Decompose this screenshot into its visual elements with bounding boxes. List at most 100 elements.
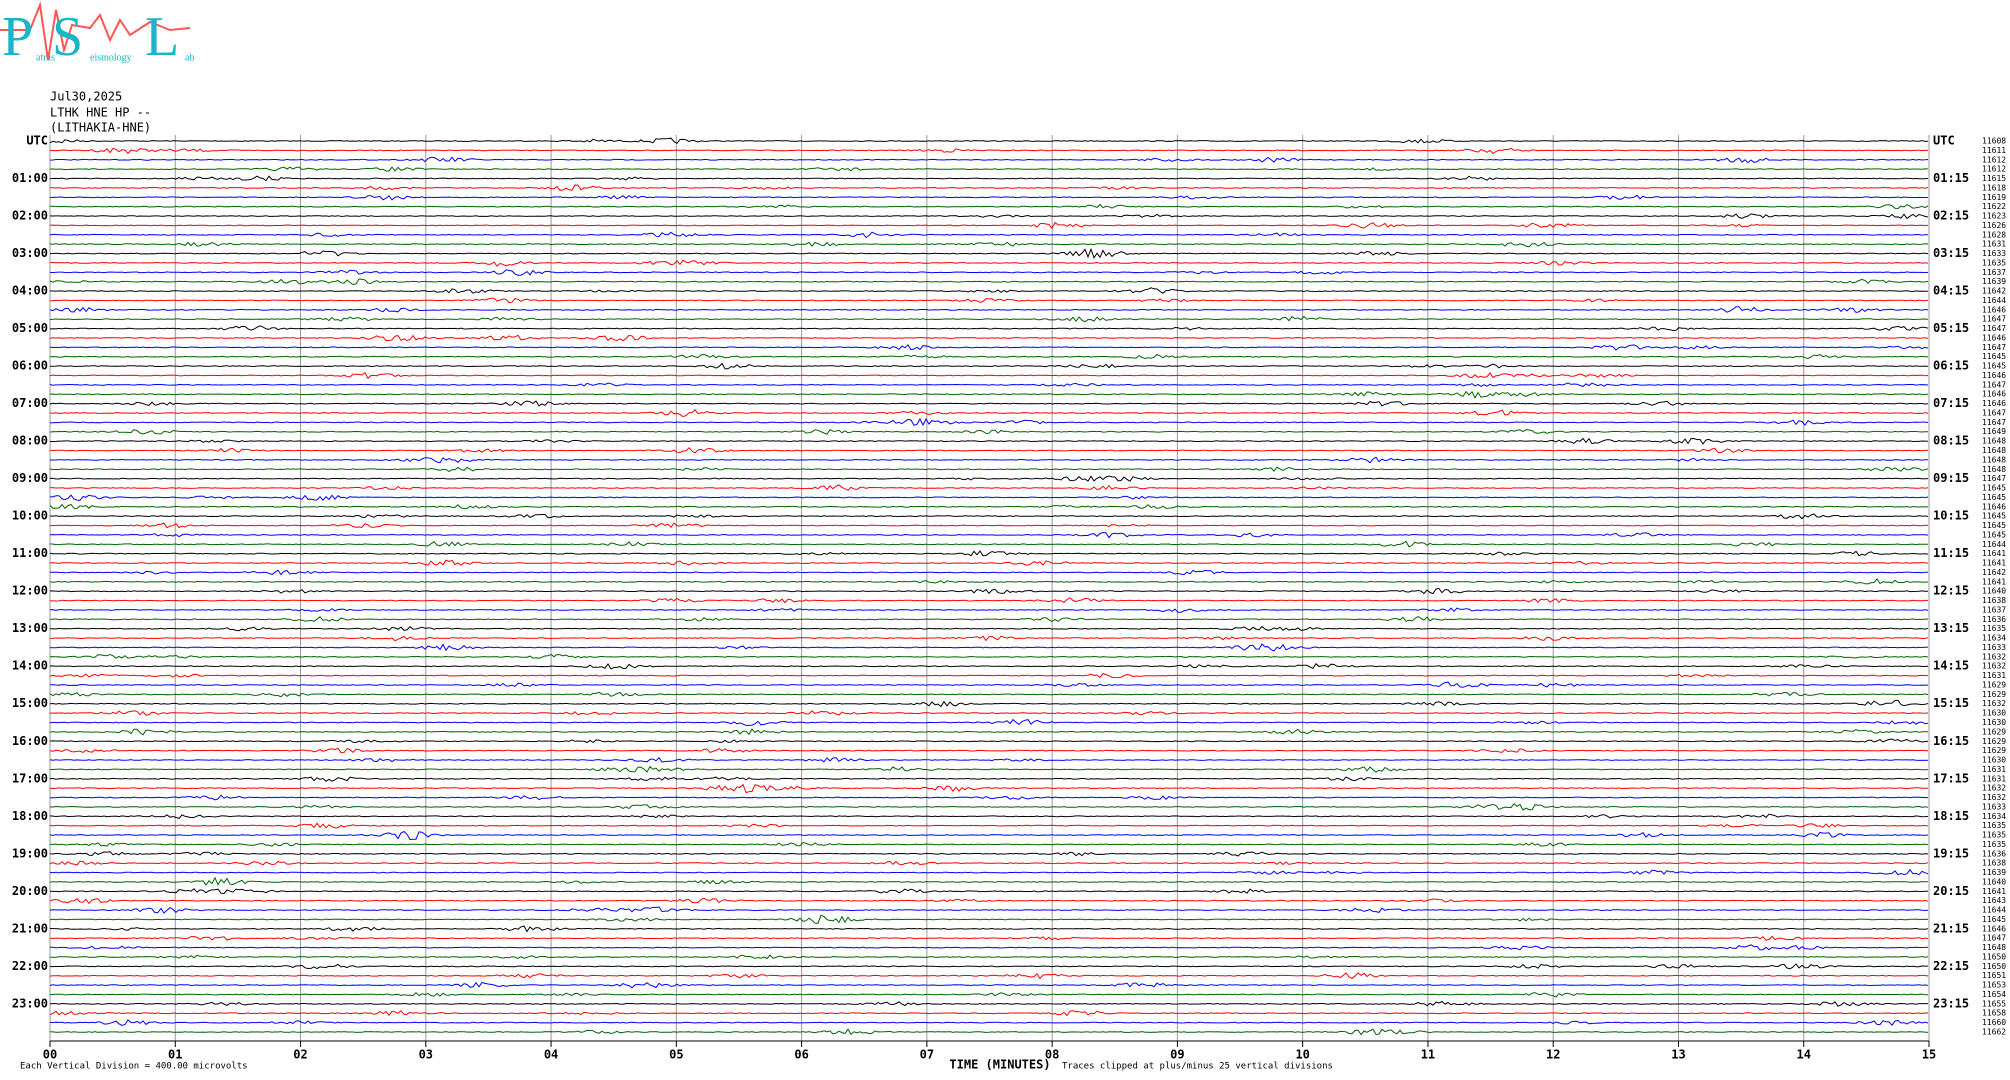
trace [49, 231, 1928, 239]
trace [50, 417, 1929, 427]
trace-count: 11634 [1982, 812, 2006, 821]
trace-count: 11646 [1982, 502, 2006, 511]
hour-label-right: 16:15 [1933, 734, 1969, 748]
trace [49, 513, 1929, 520]
trace [49, 653, 1929, 659]
trace-count: 11650 [1982, 962, 2006, 971]
trace [49, 503, 1929, 510]
x-tick-label: 15 [1922, 1048, 1936, 1062]
trace-count: 11618 [1982, 183, 2006, 192]
trace-count: 11647 [1982, 343, 2006, 352]
trace [49, 531, 1929, 539]
logo-text: ab [185, 52, 194, 63]
trace [49, 578, 1929, 585]
trace [49, 813, 1929, 819]
trace-count: 11637 [1982, 268, 2006, 277]
trace-count: 11645 [1982, 521, 2006, 530]
hour-label: 02:00 [12, 209, 48, 223]
station: LTHK HNE HP -- [50, 106, 151, 120]
trace-count: 11637 [1982, 605, 2006, 614]
hour-label: 01:00 [12, 171, 48, 185]
trace [49, 241, 1929, 248]
trace [49, 868, 1929, 876]
trace-count: 11658 [1982, 1009, 2006, 1018]
logo-text: eismology [90, 52, 132, 63]
hour-label: 05:00 [12, 321, 48, 335]
trace [50, 616, 1929, 623]
trace [49, 925, 1929, 933]
trace-count: 11646 [1982, 390, 2006, 399]
trace-count: 11646 [1982, 371, 2006, 380]
trace-count: 11640 [1982, 877, 2006, 886]
trace-count: 11630 [1982, 718, 2006, 727]
hour-label: 20:00 [12, 884, 48, 898]
hour-label: 13:00 [12, 621, 48, 635]
trace-count: 11633 [1982, 802, 2006, 811]
trace [49, 466, 1929, 473]
hour-label-right: 11:15 [1933, 546, 1969, 560]
trace [49, 738, 1929, 744]
trace [49, 587, 1928, 595]
trace [49, 569, 1928, 576]
trace-count: 11645 [1982, 530, 2006, 539]
trace-count: 11648 [1982, 465, 2006, 474]
logo-letter: P [2, 6, 33, 68]
hour-label: 09:00 [12, 471, 48, 485]
x-tick-label: 07 [920, 1048, 934, 1062]
hour-label-right: 23:15 [1933, 996, 1969, 1010]
trace-count: 11631 [1982, 671, 2006, 680]
trace [49, 203, 1929, 210]
hour-label: 18:00 [12, 809, 48, 823]
hour-label-right: 22:15 [1933, 959, 1969, 973]
trace [49, 643, 1929, 652]
trace [49, 860, 1929, 866]
hour-label-right: 14:15 [1933, 659, 1969, 673]
trace [49, 194, 1929, 201]
trace [50, 710, 1929, 716]
trace-count: 11641 [1982, 549, 2006, 558]
x-tick-label: 02 [293, 1048, 307, 1062]
hour-label-right: 06:15 [1933, 359, 1969, 373]
hour-label-right: 07:15 [1933, 396, 1969, 410]
trace-count: 11648 [1982, 446, 2006, 455]
trace-count: 11655 [1982, 999, 2006, 1008]
trace [50, 287, 1928, 294]
trace-count: 11646 [1982, 305, 2006, 314]
trace [49, 830, 1929, 841]
hour-label-right: 15:15 [1933, 696, 1969, 710]
trace-count: 11642 [1982, 287, 2006, 296]
trace-count: 11622 [1982, 202, 2006, 211]
trace [49, 607, 1929, 613]
trace-count: 11635 [1982, 840, 2006, 849]
x-tick-label: 06 [794, 1048, 808, 1062]
x-tick-label: 10 [1295, 1048, 1309, 1062]
trace [49, 1028, 1929, 1036]
x-tick-label: 14 [1797, 1048, 1811, 1062]
trace-count: 11612 [1982, 155, 2006, 164]
trace-count: 11648 [1982, 437, 2006, 446]
trace [49, 371, 1929, 380]
trace-count: 11632 [1982, 652, 2006, 661]
trace-count: 11643 [1982, 896, 2006, 905]
trace-count: 11630 [1982, 756, 2006, 765]
trace [49, 334, 1929, 342]
trace-count: 11647 [1982, 474, 2006, 483]
hour-label: 22:00 [12, 959, 48, 973]
trace [49, 851, 1929, 857]
trace [49, 663, 1929, 670]
trace-count: 11623 [1982, 212, 2006, 221]
trace-count: 11641 [1982, 559, 2006, 568]
trace [49, 259, 1929, 267]
x-tick-label: 03 [419, 1048, 433, 1062]
trace-count: 11647 [1982, 408, 2006, 417]
hour-label: 03:00 [12, 246, 48, 260]
hour-label-right: 05:15 [1933, 321, 1969, 335]
trace [49, 822, 1929, 829]
trace-count: 11615 [1982, 174, 2006, 183]
trace-count: 11626 [1982, 221, 2006, 230]
trace [50, 184, 1929, 191]
trace-count: 11646 [1982, 333, 2006, 342]
trace-count: 11636 [1982, 849, 2006, 858]
x-tick-label: 00 [43, 1048, 57, 1062]
trace [49, 382, 1929, 388]
